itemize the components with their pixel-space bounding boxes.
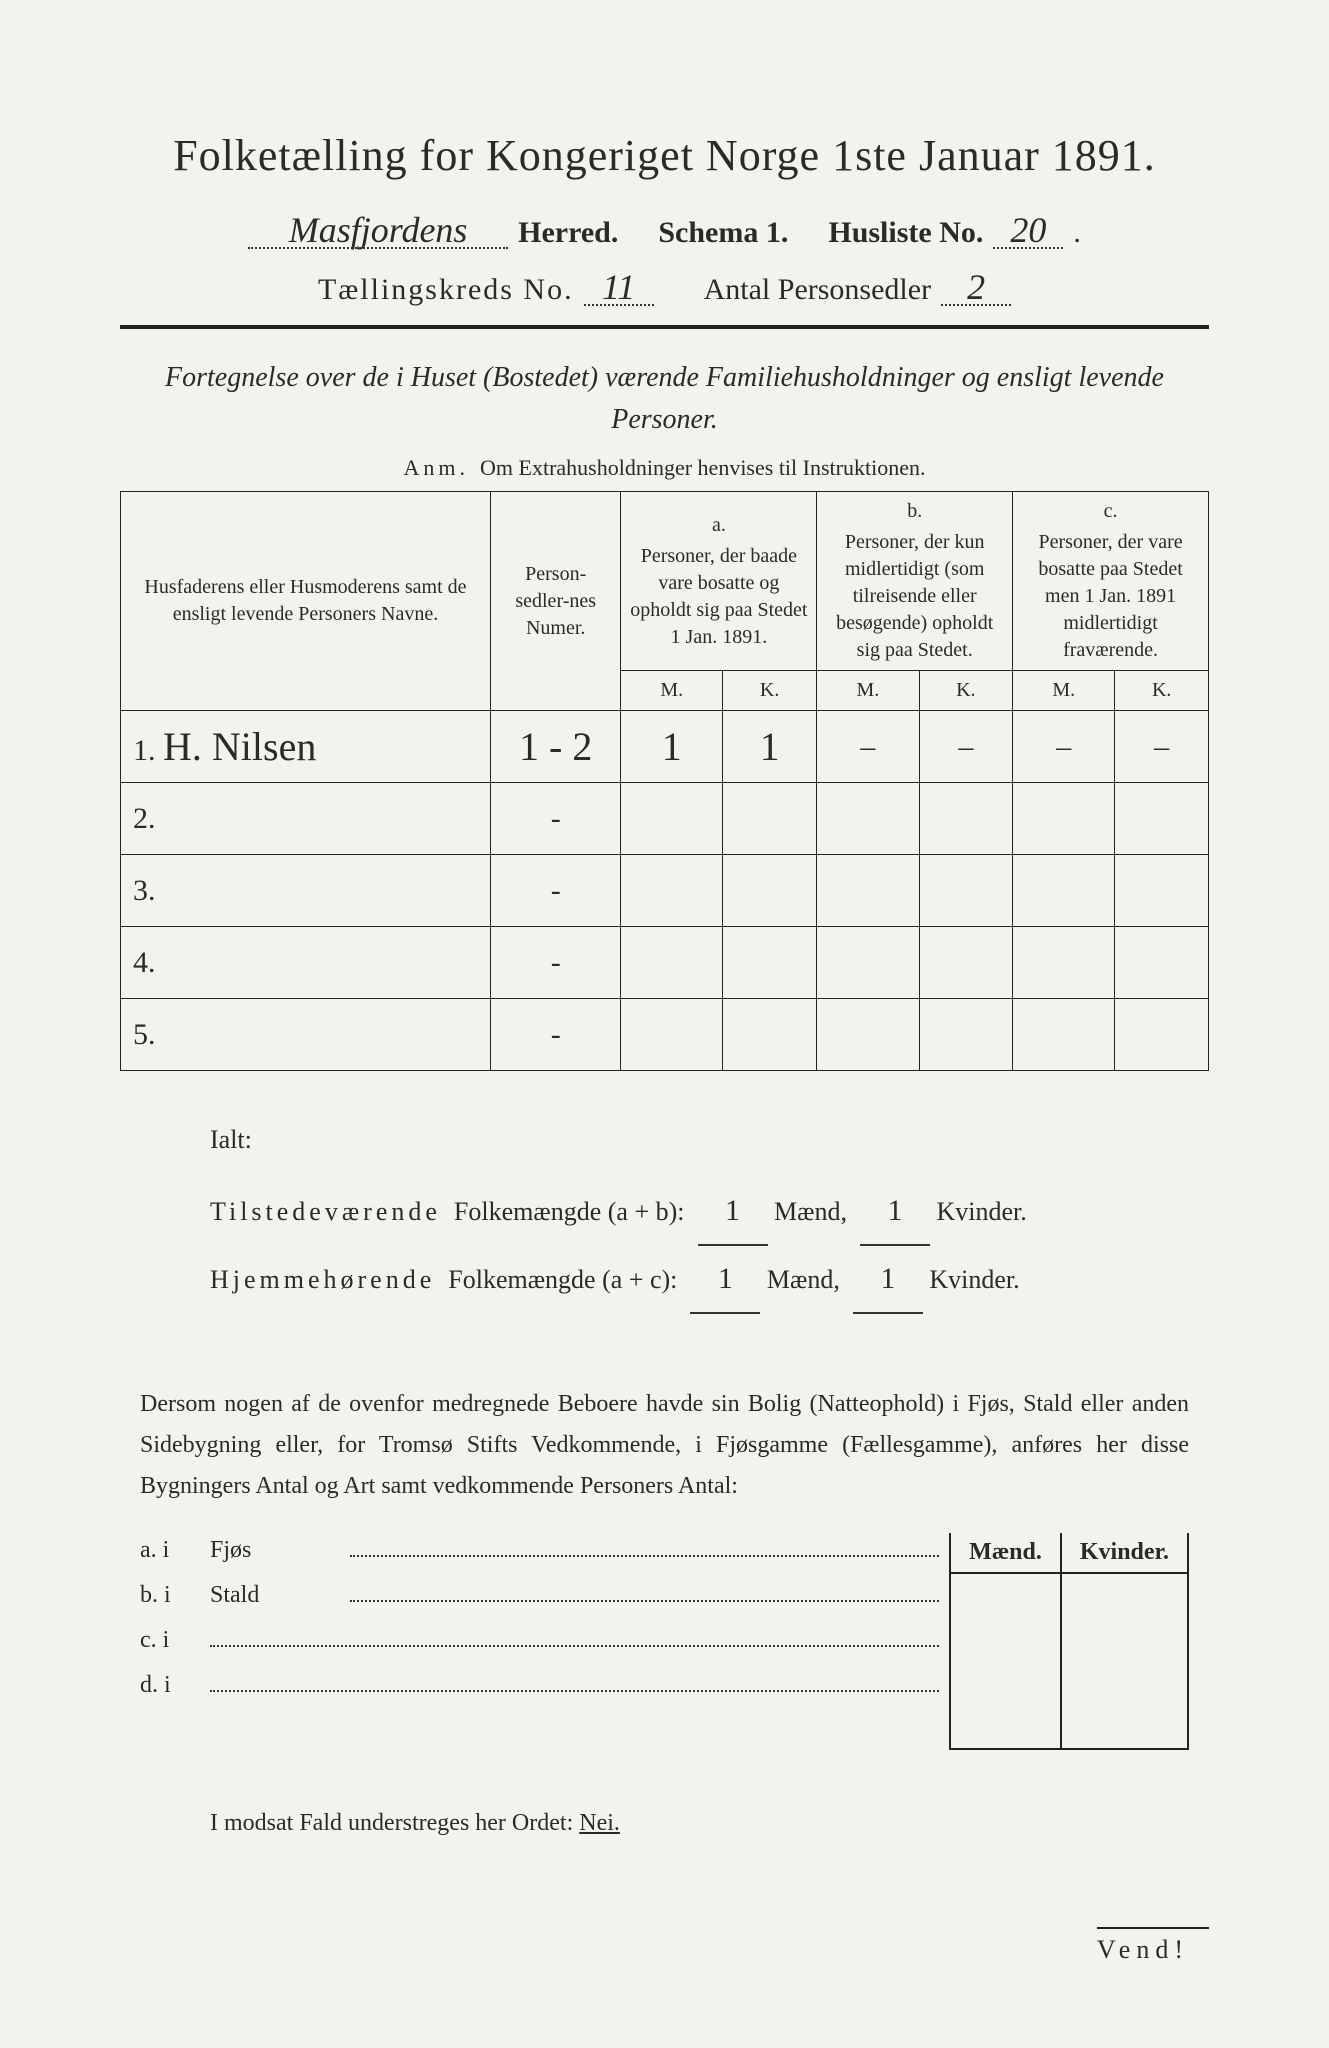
husliste-label: Husliste No.	[828, 216, 983, 250]
nei-line: I modsat Fald understreges her Ordet: Ne…	[210, 1810, 1209, 1837]
cell-b-k: –	[919, 711, 1013, 783]
th-a-m: M.	[621, 671, 722, 711]
th-b-k: K.	[919, 671, 1013, 711]
th-c-m: M.	[1013, 671, 1115, 711]
buildings-block: a. i Fjøs b. i Stald c. i d. i Mænd.Kvin…	[140, 1533, 1189, 1750]
mk-maend: Mænd.	[950, 1533, 1061, 1573]
col-num: Person-sedler-nes Numer.	[490, 492, 621, 711]
th-c-k: K.	[1115, 671, 1209, 711]
cell-a-k: 1	[722, 711, 816, 783]
buildings-list: a. i Fjøs b. i Stald c. i d. i	[140, 1533, 939, 1750]
buildings-paragraph: Dersom nogen af de ovenfor medregnede Be…	[140, 1384, 1189, 1506]
anm-label: Anm.	[404, 455, 470, 480]
building-row: b. i Stald	[140, 1578, 939, 1609]
building-row: c. i	[140, 1623, 939, 1654]
cell-b-m: –	[817, 711, 919, 783]
table-row: 5. -	[121, 999, 1209, 1071]
cell-num: -	[490, 783, 621, 855]
herred-value: Masfjordens	[248, 209, 508, 249]
page-title: Folketælling for Kongeriget Norge 1ste J…	[120, 130, 1209, 181]
th-b-m: M.	[817, 671, 919, 711]
vend-label: Vend!	[1097, 1927, 1209, 1965]
anm-text: Om Extrahusholdninger henvises til Instr…	[480, 455, 925, 480]
schema-label: Schema 1.	[658, 216, 788, 250]
col-group-a: a. Personer, der baade vare bosatte og o…	[621, 492, 817, 671]
building-row: a. i Fjøs	[140, 1533, 939, 1564]
col-group-c: c. Personer, der vare bosatte paa Stedet…	[1013, 492, 1209, 671]
cell-a-m: 1	[621, 711, 722, 783]
mk-table: Mænd.Kvinder.	[949, 1533, 1189, 1750]
totals-block: Ialt: Tilstedeværende Folkemængde (a + b…	[210, 1111, 1209, 1314]
cell-name: 5.	[121, 999, 491, 1071]
cell-num: -	[490, 855, 621, 927]
cell-name: 3.	[121, 855, 491, 927]
subtitle: Fortegnelse over de i Huset (Bostedet) v…	[120, 357, 1209, 441]
table-body: 1. H. Nilsen 1 - 2 1 1 – – – – 2. - 3. -…	[121, 711, 1209, 1071]
totals-line-2: Hjemmehørende Folkemængde (a + c): 1 Mæn…	[210, 1246, 1209, 1314]
table-row: 4. -	[121, 927, 1209, 999]
th-a-k: K.	[722, 671, 816, 711]
header-line-3: Tællingskreds No. 11 Antal Personsedler …	[120, 266, 1209, 307]
col-group-b: b. Personer, der kun midlertidigt (som t…	[817, 492, 1013, 671]
totals-line-1: Tilstedeværende Folkemængde (a + b): 1 M…	[210, 1178, 1209, 1246]
cell-num: -	[490, 999, 621, 1071]
cell-c-m: –	[1013, 711, 1115, 783]
kreds-label: Tællingskreds No.	[318, 273, 574, 307]
ialt-label: Ialt:	[210, 1111, 1209, 1168]
building-row: d. i	[140, 1668, 939, 1699]
main-table: Husfaderens eller Husmoderens samt de en…	[120, 491, 1209, 1071]
divider	[120, 325, 1209, 329]
cell-num: -	[490, 927, 621, 999]
census-form-page: Folketælling for Kongeriget Norge 1ste J…	[0, 0, 1329, 2048]
cell-name: 4.	[121, 927, 491, 999]
antal-label: Antal Personsedler	[704, 273, 931, 307]
cell-name: 2.	[121, 783, 491, 855]
table-row: 1. H. Nilsen 1 - 2 1 1 – – – –	[121, 711, 1209, 783]
header-line-2: Masfjordens Herred. Schema 1. Husliste N…	[120, 209, 1209, 250]
kreds-no: 11	[584, 266, 654, 306]
col-name: Husfaderens eller Husmoderens samt de en…	[121, 492, 491, 711]
anm-line: Anm. Om Extrahusholdninger henvises til …	[120, 455, 1209, 481]
cell-num: 1 - 2	[490, 711, 621, 783]
mk-kvinder: Kvinder.	[1061, 1533, 1188, 1573]
cell-name: 1. H. Nilsen	[121, 711, 491, 783]
husliste-no: 20	[993, 209, 1063, 249]
table-row: 3. -	[121, 855, 1209, 927]
antal-value: 2	[941, 266, 1011, 306]
cell-c-k: –	[1115, 711, 1209, 783]
table-row: 2. -	[121, 783, 1209, 855]
herred-label: Herred.	[518, 216, 618, 250]
